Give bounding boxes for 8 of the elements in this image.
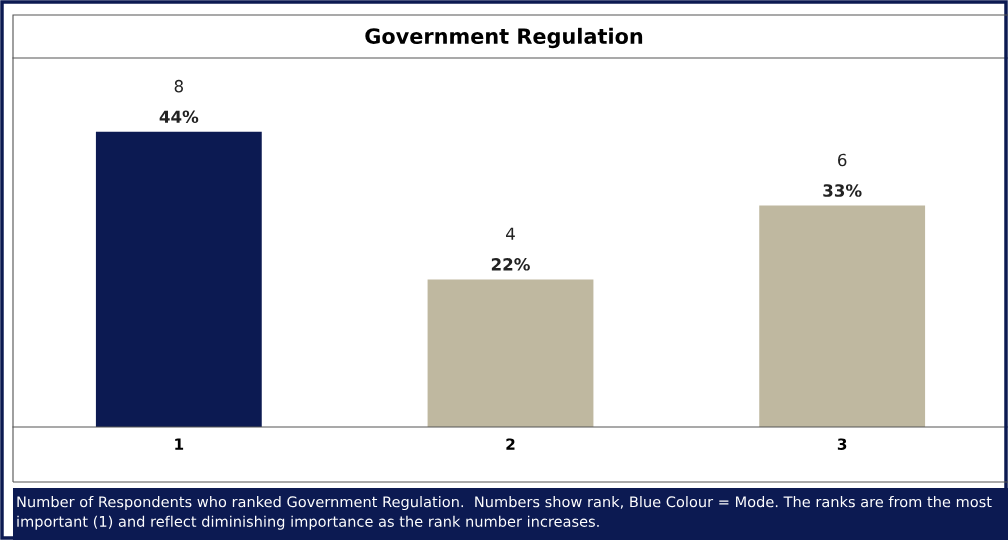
data-label: 6 33% — [823, 153, 862, 197]
x-tick-label: 2 — [506, 438, 515, 450]
chart-title: Government Regulation — [365, 27, 643, 49]
data-label: 4 22% — [491, 227, 530, 271]
x-tick-label: 3 — [837, 438, 847, 450]
x-tick-label: 1 — [175, 438, 184, 450]
data-label: 8 44% — [159, 79, 199, 124]
text: Number of Respondents who ranked Government Regulation. Numbers show rank, Blue Colour = Mode. The ranks are from the most important (1) and reflect diminishing importance as the rank number increases. — [17, 496, 992, 530]
